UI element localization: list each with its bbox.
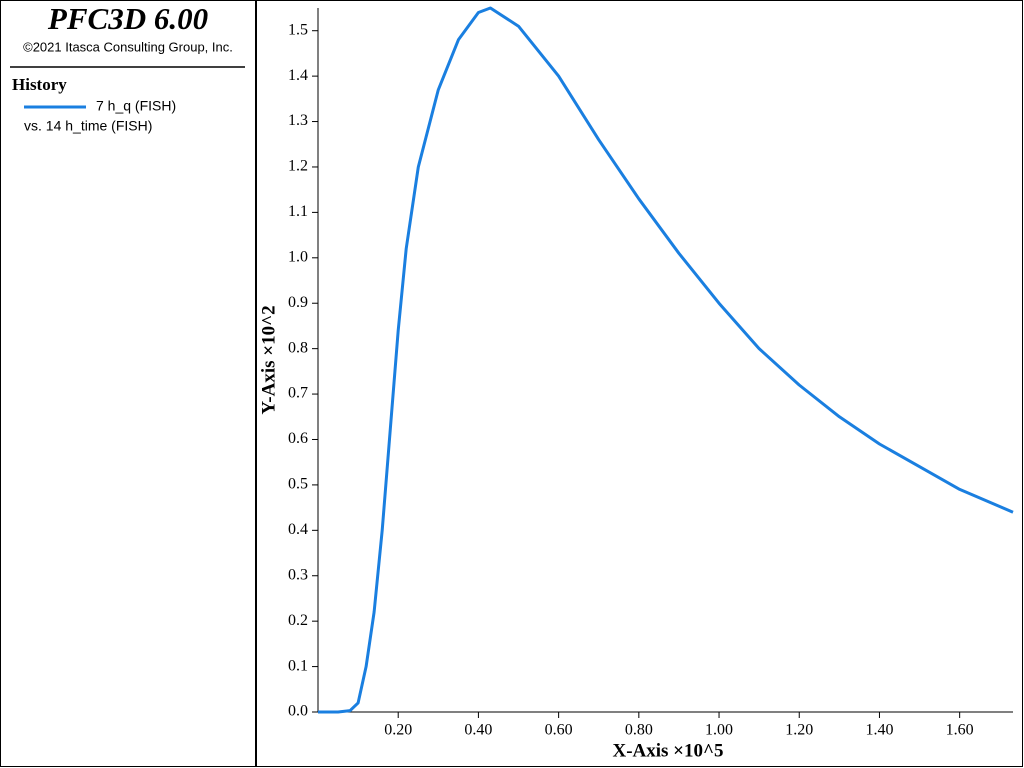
- data-line: [318, 6, 1014, 714]
- legend-entry: 7 h_q (FISH): [96, 98, 176, 114]
- y-tick-label: 1.5: [288, 21, 308, 38]
- y-tick-label: 0.2: [288, 612, 308, 629]
- x-tick-label: 0.60: [545, 722, 573, 739]
- y-tick-label: 0.1: [288, 657, 308, 674]
- legend-x-series: vs. 14 h_time (FISH): [24, 118, 152, 134]
- y-tick-label: 1.4: [288, 67, 308, 84]
- x-tick-label: 0.20: [384, 722, 412, 739]
- x-tick-label: 1.20: [785, 722, 813, 739]
- y-tick-label: 0.7: [288, 385, 308, 402]
- x-tick-label: 1.00: [705, 722, 733, 739]
- x-tick-label: 0.80: [625, 722, 653, 739]
- x-tick-label: 1.60: [946, 722, 974, 739]
- copyright: ©2021 Itasca Consulting Group, Inc.: [23, 39, 233, 54]
- x-axis-label: X-Axis ×10^5: [612, 740, 723, 761]
- y-tick-label: 1.1: [288, 203, 308, 220]
- y-tick-label: 1.2: [288, 158, 308, 175]
- y-tick-label: 1.3: [288, 112, 308, 129]
- y-tick-label: 0.3: [288, 566, 308, 583]
- legend-title: History: [12, 75, 67, 94]
- y-tick-label: 1.0: [288, 248, 308, 265]
- y-tick-label: 0.8: [288, 339, 308, 356]
- sidebar-frame: [0, 0, 256, 767]
- y-tick-label: 0.9: [288, 294, 308, 311]
- plot-frame: [256, 0, 1023, 767]
- x-tick-label: 0.40: [464, 722, 492, 739]
- y-tick-label: 0.4: [288, 521, 308, 538]
- x-tick-label: 1.40: [865, 722, 893, 739]
- y-tick-label: 0.6: [288, 430, 308, 447]
- y-tick-label: 0.5: [288, 476, 308, 493]
- app-title: PFC3D 6.00: [47, 1, 208, 36]
- y-axis-label: Y-Axis ×10^2: [258, 305, 279, 414]
- y-tick-label: 0.0: [288, 703, 308, 720]
